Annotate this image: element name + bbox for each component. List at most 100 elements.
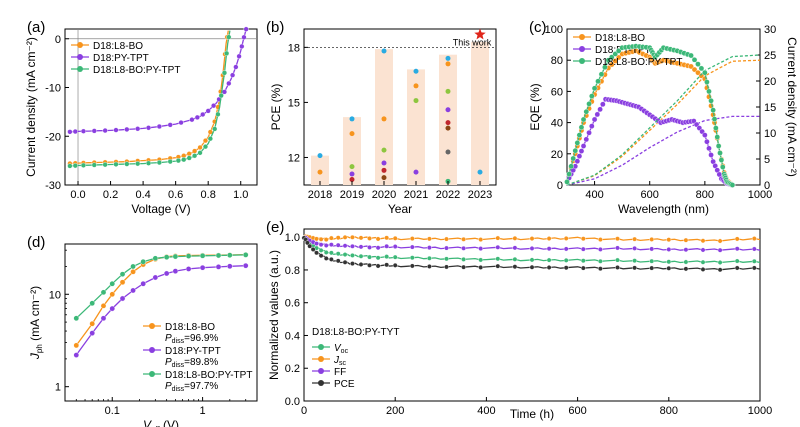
panel-b-point-2-2 — [381, 147, 387, 153]
panel-e-series-2-point-13 — [367, 245, 372, 250]
panel-d-legend-0-main: D18:L8-BO — [165, 322, 215, 333]
panel-c-legend-0-marker — [579, 34, 585, 40]
panel-e-series-1-point-15 — [384, 235, 390, 241]
panel-b-bar-4 — [439, 54, 457, 185]
panel-b-point-3-3 — [413, 169, 419, 175]
panel-e-series-1-point-17 — [409, 236, 415, 241]
panel-c-series-2-point-0 — [564, 179, 570, 185]
panel-c-ytick-3: 60 — [551, 86, 563, 98]
panel-c-series-1-point-9 — [583, 136, 590, 143]
panel-e-series-0-point-6 — [318, 247, 324, 253]
panel-e-series-3-point-8 — [328, 256, 334, 262]
panel-b-point-1-4 — [349, 176, 355, 182]
panel-d-series-1-point-11 — [199, 264, 206, 271]
panel-a-series-1-point-10 — [167, 122, 173, 128]
panel-d-ylabel-unit: (mA cm⁻²) — [28, 286, 42, 344]
panel-b-point-1-1 — [349, 131, 355, 137]
panel-a-series-1-point-20 — [229, 72, 236, 78]
panel-d-legend-0-label: D18:L8-BO — [165, 322, 215, 333]
panel-e-series-3-point-22 — [495, 263, 501, 269]
panel-e-series-2-point-18 — [426, 245, 432, 251]
panel-a-series-1-point-16 — [211, 103, 217, 109]
panel-a-series-1-point-23 — [239, 43, 245, 49]
panel-c-y2tick-3: 15 — [764, 102, 776, 114]
panel-e-series-3-point-25 — [546, 265, 552, 270]
panel-c-legend-0-label: D18:L8-BO — [595, 33, 645, 44]
panel-c-xtick-0: 400 — [585, 189, 603, 201]
panel-e-series-3-point-31 — [649, 265, 655, 271]
panel-e-series-2-point-17 — [409, 244, 415, 250]
panel-a-series-1-point-6 — [124, 126, 130, 133]
panel-e-series-3-point-9 — [335, 258, 341, 264]
panel-a-legend-0-label: D18:L8-BO — [93, 41, 143, 52]
panel-d-series-1-point-1 — [89, 330, 95, 336]
panel-c-series-2-point-8 — [580, 116, 587, 123]
panel-e-legend-1-marker — [318, 356, 324, 362]
panel-e-legend-3-label: PCE — [334, 379, 355, 390]
panel-e-series-2-point-21 — [478, 246, 484, 251]
panel-c-y2label: Current density (mA cm⁻²) — [785, 37, 799, 177]
panel-a-series-1-point-21 — [233, 64, 239, 70]
panel-c-legend-2-main: D18:L8-BO:PY-TPT — [595, 57, 682, 68]
panel-c-series-2-point-13 — [595, 78, 601, 85]
panel-e-series-3-point-4 — [310, 247, 316, 252]
panel-e-series-2-point-14 — [375, 245, 381, 251]
panel-a-series-1-point-11 — [178, 119, 184, 126]
panel-e-series-3-point-37 — [751, 265, 757, 271]
panel-d-ylabel-main: J — [28, 352, 42, 360]
panel-c-series-1-point-55 — [708, 152, 714, 158]
panel-b-ytick-1: 15 — [288, 97, 300, 109]
panel-d-legend-1-pdiss-sub: diss — [172, 362, 185, 369]
panel-b-point-3-0 — [413, 68, 419, 74]
panel-b-xtick-4: 2022 — [436, 189, 460, 201]
panel-d-series-2-point-12 — [215, 252, 222, 259]
panel-d-series-1-line — [75, 265, 246, 356]
panel-e-series-1-point-23 — [512, 235, 518, 241]
panel-e-series-2-point-6 — [318, 242, 324, 248]
panel-a-series-2-point-10 — [167, 159, 173, 165]
panel-e-series-0-point-36 — [734, 258, 740, 264]
panel-b-point-2-1 — [381, 116, 387, 122]
panel-e-series-3-point-17 — [409, 263, 415, 269]
panel-d-series-2-point-10 — [185, 253, 192, 259]
panel-c-ytick-2: 40 — [551, 118, 563, 130]
panel-e-series-1-point-31 — [649, 237, 655, 242]
panel-a-series-2-point-3 — [91, 162, 97, 168]
panel-d-xtick-0: 0.1 — [105, 405, 120, 417]
panel-d-legend-0-pdiss-main: P — [165, 333, 172, 344]
panel-d-legend-1-pdiss-main: P — [165, 357, 172, 368]
panel-c-ytick-5: 100 — [545, 24, 563, 36]
panel-d-series-0-point-1 — [89, 320, 95, 327]
panel-e-series-0-point-13 — [367, 254, 372, 260]
panel-e-series-0-point-12 — [358, 253, 364, 259]
panel-e-series-2-point-23 — [512, 245, 518, 251]
panel-a-xtick-1: 0.2 — [103, 189, 118, 201]
panel-d-series-2-point-13 — [227, 252, 233, 258]
panel-c-series-2-point-49 — [704, 79, 710, 85]
panel-a-ylabel: Current density (mA cm⁻²) — [24, 37, 38, 177]
panel-c-y2tick-5: 25 — [764, 50, 776, 62]
panel-a-series-2-point-21 — [221, 70, 228, 76]
panel-a-series-2-point-12 — [181, 157, 187, 163]
panel-c-legend-2-label: D18:L8-BO:PY-TPT — [595, 57, 682, 68]
panel-c-series-2-point-48 — [702, 69, 708, 76]
panel-a-series-2-point-22 — [224, 50, 230, 56]
panel-e-series-1-point-21 — [478, 237, 484, 242]
panel-e-xtick-3: 600 — [568, 405, 586, 417]
panel-c-xtick-1: 600 — [641, 189, 659, 201]
panel-a-legend-0-main: D18:L8-BO — [93, 41, 143, 52]
panel-e-series-3-point-7 — [323, 256, 329, 261]
panel-a-series-1-point-9 — [156, 123, 162, 130]
panel-e-series-2-point-24 — [529, 246, 535, 251]
panel-e-series-2-point-5 — [314, 241, 319, 246]
panel-e-legend-2-label: FF — [334, 367, 346, 378]
panel-a-series-2-point-20 — [218, 93, 224, 99]
panel-a-series-1-point-1 — [72, 128, 78, 135]
panel-b-point-2-5 — [381, 175, 387, 181]
panel-a-legend-1-marker — [77, 54, 83, 60]
panel-e-series-2-point-36 — [734, 246, 740, 252]
panel-a-frame — [64, 28, 258, 186]
panel-b-bar-1 — [343, 117, 361, 185]
panel-e-series-1-point-22 — [495, 235, 501, 241]
panel-d-series-0-point-2 — [100, 303, 107, 309]
